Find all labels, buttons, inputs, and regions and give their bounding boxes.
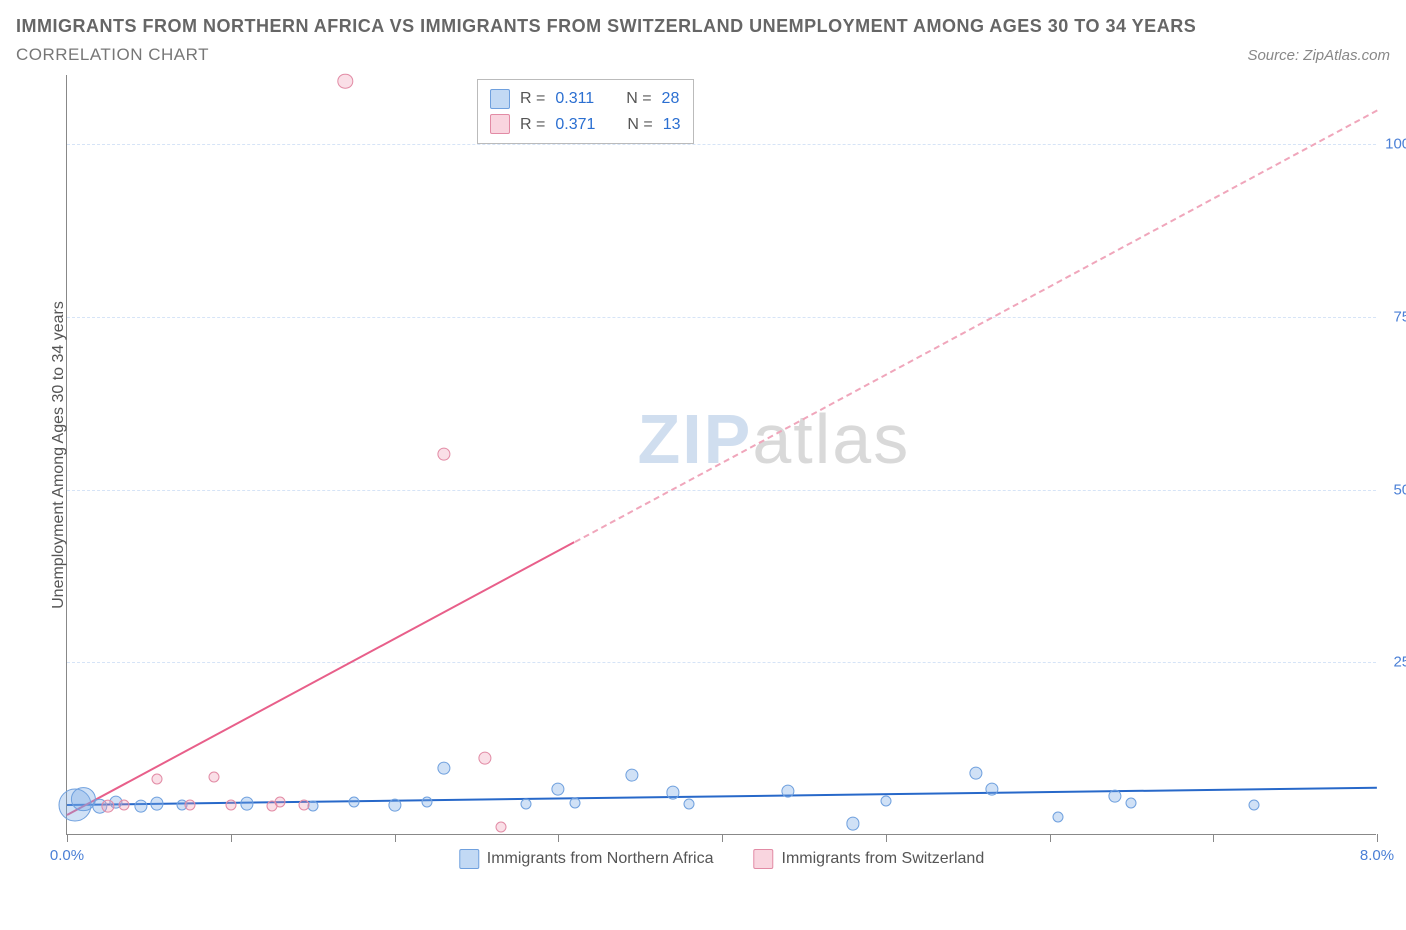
gridline — [67, 317, 1376, 318]
data-point — [880, 795, 891, 806]
data-point — [134, 800, 147, 813]
y-axis-label: Unemployment Among Ages 30 to 34 years — [50, 301, 68, 609]
x-tick — [1050, 834, 1051, 842]
x-tick — [558, 834, 559, 842]
gridline — [67, 144, 1376, 145]
chart-container: Unemployment Among Ages 30 to 34 years Z… — [16, 75, 1386, 895]
x-tick-label: 0.0% — [50, 847, 84, 864]
data-point — [241, 797, 254, 810]
source-label: Source: ZipAtlas.com — [1247, 47, 1390, 64]
subtitle-row: CORRELATION CHART Source: ZipAtlas.com — [16, 45, 1390, 65]
data-point — [274, 797, 285, 808]
stats-row-0: R = 0.311 N = 28 — [490, 86, 681, 112]
data-point — [846, 817, 859, 830]
data-point — [1108, 789, 1121, 802]
gridline — [67, 662, 1376, 663]
chart-title: IMMIGRANTS FROM NORTHERN AFRICA VS IMMIG… — [16, 16, 1390, 37]
x-tick-label: 8.0% — [1360, 847, 1394, 864]
trend-line — [574, 110, 1377, 543]
y-tick-label: 25.0% — [1393, 654, 1406, 671]
legend-swatch-pink-icon — [754, 849, 774, 869]
data-point — [1052, 811, 1063, 822]
stats-n-value-1: 13 — [663, 112, 681, 138]
data-point — [495, 822, 506, 833]
stats-r-label-0: R = — [520, 86, 545, 112]
trend-line — [67, 541, 576, 816]
y-tick-label: 75.0% — [1393, 308, 1406, 325]
plot-area: Unemployment Among Ages 30 to 34 years Z… — [66, 75, 1376, 835]
data-point — [969, 767, 982, 780]
data-point — [569, 797, 580, 808]
legend-label-0: Immigrants from Northern Africa — [487, 850, 714, 868]
data-point — [225, 799, 236, 810]
bottom-legend: Immigrants from Northern Africa Immigran… — [459, 849, 984, 869]
y-tick-label: 100.0% — [1385, 136, 1406, 153]
data-point — [478, 751, 491, 764]
data-point — [437, 762, 450, 775]
data-point — [520, 798, 531, 809]
data-point — [119, 799, 130, 810]
stats-n-value-0: 28 — [662, 86, 680, 112]
stats-r-value-0: 0.311 — [555, 86, 594, 112]
data-point — [684, 798, 695, 809]
x-tick — [886, 834, 887, 842]
x-tick — [722, 834, 723, 842]
stats-n-label-0: N = — [626, 86, 651, 112]
x-tick — [395, 834, 396, 842]
chart-subtitle: CORRELATION CHART — [16, 45, 209, 65]
stats-legend: R = 0.311 N = 28 R = 0.371 N = 13 — [477, 79, 694, 144]
y-tick-label: 50.0% — [1393, 481, 1406, 498]
data-point — [338, 73, 353, 88]
data-point — [388, 798, 401, 811]
x-tick — [67, 834, 68, 842]
data-point — [422, 797, 433, 808]
data-point — [1126, 797, 1137, 808]
watermark: ZIPatlas — [637, 399, 910, 479]
data-point — [184, 799, 195, 810]
gridline — [67, 490, 1376, 491]
swatch-blue-icon — [490, 89, 510, 109]
stats-row-1: R = 0.371 N = 13 — [490, 112, 681, 138]
data-point — [299, 799, 310, 810]
swatch-pink-icon — [490, 114, 510, 134]
stats-n-label-1: N = — [627, 112, 652, 138]
legend-label-1: Immigrants from Switzerland — [782, 850, 985, 868]
data-point — [348, 797, 359, 808]
legend-swatch-blue-icon — [459, 849, 479, 869]
stats-r-value-1: 0.371 — [555, 112, 595, 138]
data-point — [437, 447, 450, 460]
data-point — [1249, 799, 1260, 810]
trend-line — [67, 787, 1377, 806]
data-point — [101, 800, 114, 813]
data-point — [209, 772, 220, 783]
watermark-zip: ZIP — [637, 400, 752, 478]
x-tick — [1213, 834, 1214, 842]
stats-r-label-1: R = — [520, 112, 545, 138]
data-point — [152, 773, 163, 784]
x-tick — [231, 834, 232, 842]
legend-item-0: Immigrants from Northern Africa — [459, 849, 714, 869]
x-tick — [1377, 834, 1378, 842]
watermark-atlas: atlas — [752, 400, 910, 478]
data-point — [552, 783, 565, 796]
data-point — [625, 769, 638, 782]
legend-item-1: Immigrants from Switzerland — [754, 849, 985, 869]
data-point — [150, 797, 163, 810]
